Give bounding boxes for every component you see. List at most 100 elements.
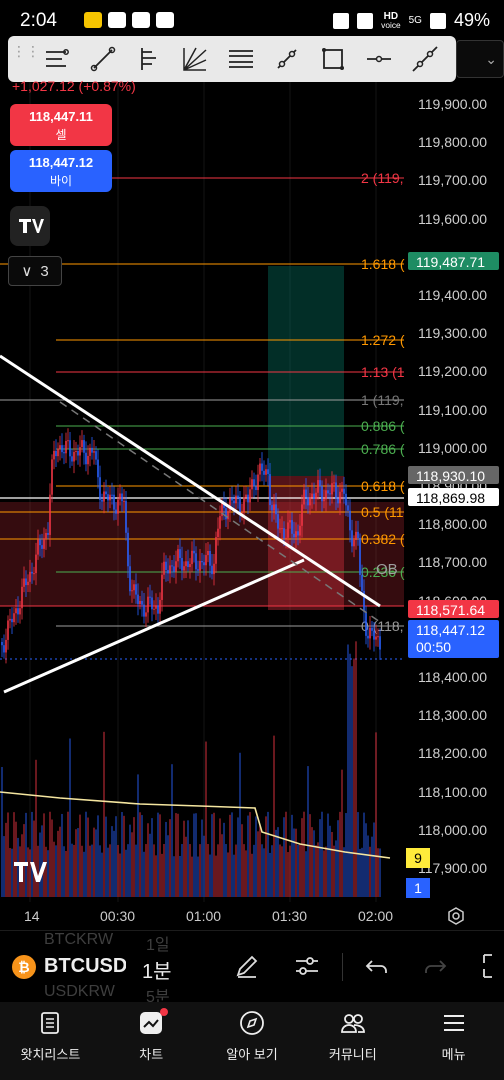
- volume-bar: [5, 822, 7, 897]
- candle-body: [23, 578, 25, 587]
- candle-body: [105, 491, 107, 495]
- bottom-navigation: 왓치리스트 차트 알아 보기 커뮤니티 메뉴: [0, 1002, 504, 1080]
- drawing-pen-icon[interactable]: [232, 951, 262, 981]
- candle-body: [293, 533, 295, 538]
- volume-bar: [209, 854, 211, 897]
- candle-body: [235, 495, 237, 504]
- nav-community[interactable]: 커뮤니티: [302, 1002, 403, 1080]
- volume-bar: [57, 830, 59, 897]
- volume-bar: [157, 812, 159, 897]
- volume-bar: [279, 844, 281, 897]
- candle-body: [253, 479, 255, 487]
- volume-bar: [295, 828, 297, 897]
- candle-body: [291, 520, 293, 534]
- fullscreen-icon[interactable]: [480, 951, 504, 981]
- volume-bar: [75, 829, 77, 897]
- candle-body: [81, 440, 83, 448]
- volume-bar: [29, 849, 31, 897]
- volume-bar: [41, 825, 43, 897]
- tradingview-logo-button[interactable]: [10, 206, 50, 246]
- alarm-icon: [333, 12, 350, 29]
- volume-bar: [119, 853, 121, 897]
- candle-body: [67, 440, 69, 442]
- candle-body: [35, 554, 37, 574]
- price-chart[interactable]: 2 (119, 1.618 (1.272 (1.13 (1 1 (119, 0.886…: [0, 82, 504, 902]
- ray-tool-icon[interactable]: [264, 36, 310, 82]
- community-icon: [340, 1014, 365, 1033]
- indicator-count: 3: [40, 262, 49, 280]
- rectangle-tool-icon[interactable]: [310, 36, 356, 82]
- fib-level-label: 0.886 (: [361, 418, 405, 434]
- volume-bar: [121, 812, 123, 897]
- chart-canvas[interactable]: 2 (119, 1.618 (1.272 (1.13 (1 1 (119, 0.886…: [0, 82, 504, 902]
- price-axis-label: 119,000.00: [418, 439, 488, 456]
- symbol-selector[interactable]: BTCUSD: [44, 955, 126, 977]
- volume-bar: [309, 814, 311, 897]
- candle-body: [285, 537, 287, 539]
- candle-body: [325, 490, 327, 500]
- volume-bar: [319, 819, 321, 897]
- candle-body: [173, 566, 175, 572]
- volume-bar: [91, 844, 93, 897]
- bar-countdown: 00:50: [416, 639, 452, 655]
- candle-body: [199, 561, 201, 571]
- indicator-collapse-button[interactable]: ∨ 3: [8, 256, 62, 286]
- mute-icon: [357, 12, 374, 29]
- position-target-zone: [268, 266, 344, 476]
- volume-bar: [33, 820, 35, 897]
- text-lines-tool-icon[interactable]: [218, 36, 264, 82]
- volume-bar: [301, 818, 303, 897]
- candle-body: [183, 566, 185, 571]
- candle-body: [177, 549, 179, 562]
- nav-explore[interactable]: 알아 보기: [202, 1002, 303, 1080]
- volume-bar: [37, 845, 39, 897]
- candle-body: [337, 498, 339, 504]
- candle-body: [7, 620, 9, 640]
- interval-selector[interactable]: 1분: [142, 961, 172, 983]
- trend-angle-tool-icon[interactable]: [34, 36, 80, 82]
- sell-button[interactable]: 118,447.11 셀: [10, 104, 112, 146]
- volume-bar: [367, 835, 369, 897]
- candle-body: [195, 553, 197, 570]
- youtube-icon: [108, 12, 126, 28]
- nav-menu[interactable]: 메뉴: [403, 1002, 504, 1080]
- horizontal-line-tool-icon[interactable]: [356, 36, 402, 82]
- battery-level: 49%: [453, 10, 490, 30]
- settings-icon[interactable]: [446, 906, 466, 926]
- fan-tool-icon[interactable]: [172, 36, 218, 82]
- candle-body: [371, 627, 373, 631]
- toolbar-dropdown[interactable]: ⌄: [456, 40, 504, 78]
- nav-label: 왓치리스트: [20, 1047, 81, 1062]
- volume-bar: [351, 666, 353, 897]
- candle-body: [255, 486, 257, 491]
- candle-body: [1, 642, 3, 646]
- system-icons: HD voice 5G 49%: [333, 10, 490, 31]
- redo-icon[interactable]: [420, 951, 450, 981]
- volume-bar: [203, 835, 205, 897]
- candle-body: [149, 596, 151, 598]
- drag-handle-icon[interactable]: ⋮⋮: [12, 43, 40, 59]
- trend-line-tool-icon[interactable]: [80, 36, 126, 82]
- candle-body: [29, 571, 31, 582]
- candle-body: [343, 488, 345, 494]
- candle-body: [123, 500, 125, 502]
- undo-icon[interactable]: [362, 951, 392, 981]
- extended-line-tool-icon[interactable]: [402, 36, 448, 82]
- indicator-settings-icon[interactable]: [292, 951, 322, 981]
- buy-button[interactable]: 118,447.12 바이: [10, 150, 112, 192]
- volume-bar: [265, 816, 267, 897]
- candle-body: [43, 538, 45, 549]
- candle-body: [273, 504, 275, 511]
- time-axis[interactable]: 14 00:30 01:00 01:30 02:00: [0, 902, 504, 930]
- volume-bar: [205, 741, 207, 897]
- volume-bar: [163, 844, 165, 897]
- dashed-projection-line: [59, 401, 381, 623]
- nav-watchlist[interactable]: 왓치리스트: [0, 1002, 101, 1080]
- candle-body: [53, 450, 55, 460]
- volume-tag-blue: 1: [406, 878, 430, 898]
- volume-bar: [257, 831, 259, 897]
- pitchfork-tool-icon[interactable]: [126, 36, 172, 82]
- bitcoin-icon: ₿: [12, 955, 36, 979]
- price-axis-label: 119,800.00: [418, 134, 488, 151]
- nav-chart[interactable]: 차트: [101, 1002, 202, 1080]
